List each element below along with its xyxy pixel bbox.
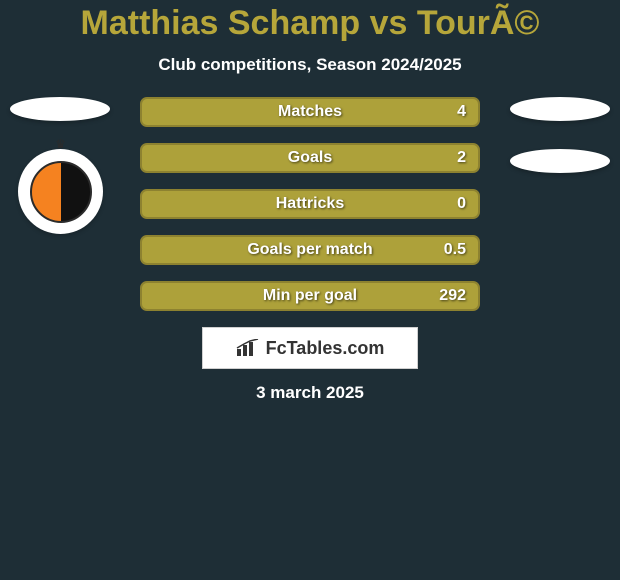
stat-bar: Hattricks 0 <box>140 189 480 219</box>
ellipse-icon <box>510 97 610 121</box>
stat-value: 0.5 <box>444 241 466 259</box>
page-subtitle: Club competitions, Season 2024/2025 <box>0 55 620 75</box>
stat-value: 2 <box>457 149 466 167</box>
stat-label: Min per goal <box>263 287 357 305</box>
ellipse-icon <box>10 97 110 121</box>
stat-label: Goals <box>288 149 332 167</box>
stat-bars: Matches 4 Goals 2 Hattricks 0 Goals per … <box>140 97 480 311</box>
stat-label: Matches <box>278 103 342 121</box>
stat-bar: Goals per match 0.5 <box>140 235 480 265</box>
stat-value: 292 <box>439 287 466 305</box>
club-crest-left: ♛ <box>18 149 103 234</box>
stat-label: Hattricks <box>276 195 344 213</box>
chart-icon <box>236 339 260 357</box>
crest-inner-icon <box>30 161 92 223</box>
stat-bar: Min per goal 292 <box>140 281 480 311</box>
stat-bar: Matches 4 <box>140 97 480 127</box>
crown-icon: ♛ <box>55 137 66 151</box>
content-area: ♛ Matches 4 Goals 2 Hattricks 0 Goals pe… <box>0 97 620 311</box>
comparison-card: Matthias Schamp vs TourÃ© Club competiti… <box>0 0 620 580</box>
stat-label: Goals per match <box>247 241 372 259</box>
date-text: 3 march 2025 <box>0 383 620 403</box>
ellipse-icon <box>510 149 610 173</box>
branding-text: FcTables.com <box>266 338 385 359</box>
page-title: Matthias Schamp vs TourÃ© <box>0 4 620 43</box>
branding-badge[interactable]: FcTables.com <box>202 327 418 369</box>
stat-value: 0 <box>457 195 466 213</box>
stat-bar: Goals 2 <box>140 143 480 173</box>
stat-value: 4 <box>457 103 466 121</box>
player-left-logo <box>10 97 110 121</box>
player-right-logo <box>510 97 610 121</box>
